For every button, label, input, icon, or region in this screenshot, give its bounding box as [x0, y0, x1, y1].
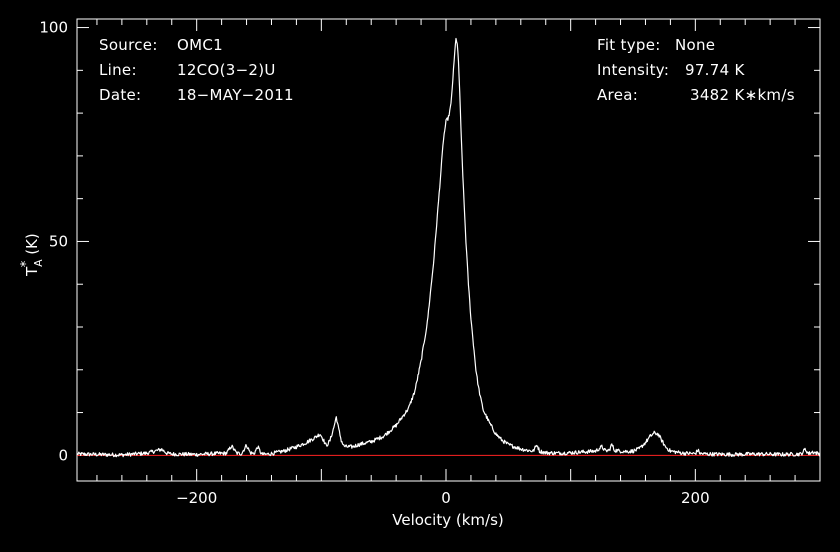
info-date-key: Date: [99, 86, 141, 104]
info-intensity-value: 97.74 K [685, 61, 746, 79]
y-tick-label: 0 [58, 446, 68, 464]
info-intensity-key: Intensity: [597, 61, 669, 79]
info-right: Fit type: None Intensity: 97.74 K Area: … [597, 36, 795, 104]
y-tick-label: 50 [49, 232, 68, 250]
y-axis-label-sup: * [19, 260, 34, 267]
plot-frame [76, 18, 821, 482]
svg-text:TA*(K): TA* (K) [19, 233, 45, 277]
x-axis-label: Velocity (km/s) [392, 511, 503, 529]
info-fit-value: None [675, 36, 715, 54]
info-source-key: Source: [99, 36, 158, 54]
x-tick-label: −200 [176, 489, 217, 507]
info-left: Source: OMC1 Line: 12CO(3−2)U Date: 18−M… [99, 36, 294, 104]
info-area-key: Area: [597, 86, 638, 104]
info-fit-key: Fit type: [597, 36, 661, 54]
info-line-key: Line: [99, 61, 137, 79]
y-axis-label-unit: (K) [23, 233, 41, 255]
info-line-value: 12CO(3−2)U [177, 61, 276, 79]
info-date-value: 18−MAY−2011 [177, 86, 294, 104]
spectrum-line [76, 37, 821, 458]
x-tick-label: 200 [681, 489, 710, 507]
y-axis-label: TA* (K) [19, 233, 45, 277]
tick-marks [77, 19, 821, 481]
info-area-value: 3482 K∗km/s [690, 86, 795, 104]
tick-labels: −200 0 200 0 50 100 [39, 19, 709, 507]
y-axis-label-sub: A [32, 259, 45, 267]
y-axis-label-main: T [23, 266, 41, 277]
info-source-value: OMC1 [177, 36, 223, 54]
x-tick-label: 0 [441, 489, 451, 507]
y-tick-label: 100 [39, 19, 68, 37]
